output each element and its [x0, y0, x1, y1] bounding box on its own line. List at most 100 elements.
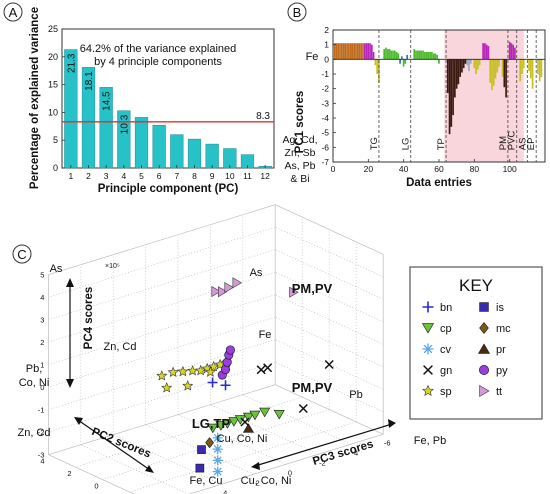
point-gn-40-shape [298, 403, 308, 414]
legend-marker-py [479, 365, 489, 375]
point-tt-1 [217, 286, 228, 298]
x-tick-label-20: 20 [364, 164, 374, 174]
pc2-arrow-head-b [145, 465, 154, 473]
entry-bar-17 [362, 43, 364, 60]
annotation-cu-co-ni-bottom: Cu, Co, Ni [241, 475, 292, 487]
entry-bar-116 [537, 59, 539, 74]
y-tick-label--2: -2 [321, 84, 329, 94]
pc3-tick--6: -6 [384, 438, 391, 447]
point-cp-22 [207, 423, 219, 434]
legend-marker-sp [422, 384, 434, 397]
entry-bar-35 [393, 50, 396, 60]
pc3-tick--4: -4 [351, 448, 358, 457]
entry-bar-49 [418, 50, 421, 60]
grid-floor-pc3-0 [177, 414, 287, 465]
y-tick-label-25: 25 [48, 24, 58, 34]
x-tick-label-5: 5 [139, 171, 144, 181]
group-label-pm-pv-mid: PM,PV [292, 380, 333, 395]
point-cp-28 [249, 410, 261, 421]
entry-bar-93 [496, 59, 499, 73]
legend-marker-bn [422, 301, 434, 313]
entry-bar-77 [468, 59, 470, 72]
entry-bar-66 [448, 59, 451, 135]
point-cv-34 [212, 466, 223, 477]
x-tick-label-40: 40 [399, 164, 409, 174]
point-is-44-shape [197, 445, 206, 454]
grid-back-pc4-4 [48, 226, 276, 298]
point-sp-7-shape [177, 365, 189, 377]
x-tick-label-60: 60 [434, 164, 444, 174]
annotation-as-left: As [50, 263, 63, 275]
panel-a-side-note-3: As, Pb [285, 160, 316, 172]
pc4-tick--2: -2 [38, 428, 45, 437]
grid-side-pc4-4 [275, 226, 384, 278]
entry-bar-47 [415, 50, 417, 60]
grid-floor-pc3-4 [113, 434, 222, 485]
annotation-pb-co-ni-line2: Co, Ni [19, 377, 50, 389]
entry-bar-82 [476, 59, 479, 70]
entry-bar-91 [492, 59, 495, 86]
legend-marker-cv [422, 343, 434, 355]
pc4-tick--3: -3 [38, 451, 45, 460]
entry-bar-118 [540, 59, 543, 77]
entry-bar-25 [376, 59, 378, 74]
legend-label-pr: pr [496, 344, 506, 356]
entry-bar-106 [519, 59, 522, 82]
y-tick-label-10: 10 [48, 107, 58, 117]
point-cp-25 [228, 417, 240, 427]
pc2-tick-4: 4 [40, 457, 44, 466]
annotation-as-top: As [250, 267, 263, 279]
entry-bar-56 [431, 52, 433, 60]
point-sp-8 [187, 365, 199, 376]
entry-bar-38 [399, 59, 401, 64]
point-sp-5 [156, 370, 168, 381]
x-tick-label-3: 3 [104, 171, 109, 181]
entry-bar-69 [454, 59, 456, 98]
box-floor-edge-3 [48, 384, 276, 456]
panel-c-pc4-axis-label: PC4 scores [83, 287, 95, 350]
legend-label-mc: mc [496, 323, 511, 335]
pc3-tick-0: 0 [288, 468, 292, 477]
entry-bar-108 [522, 59, 525, 69]
pc3-tick-2: 2 [256, 478, 260, 487]
divider-label-TP: TP [436, 138, 447, 150]
entry-bar-34 [392, 50, 394, 60]
point-tt-2-shape [224, 281, 234, 294]
pc4-tick-3: 3 [40, 316, 44, 325]
entry-bar-19 [365, 43, 368, 60]
point-gn-39-shape [324, 359, 334, 370]
entry-bar-29 [383, 49, 386, 60]
entry-bar-37 [397, 53, 400, 60]
legend-label-tt: tt [496, 386, 502, 398]
entry-bar-92 [494, 59, 497, 79]
bar-pc-8 [187, 138, 202, 169]
legend-marker-gn-shape [423, 365, 433, 375]
entry-bar-48 [416, 50, 419, 60]
point-bn-35 [207, 377, 218, 388]
point-tt-4 [289, 286, 299, 298]
bar-pc-9 [205, 143, 219, 169]
pc4-arrow-up-head [66, 278, 74, 287]
point-bn-36-shape [220, 380, 231, 391]
pc3-arrow-head-a [251, 462, 260, 470]
pc3-arrow-head-b [388, 419, 396, 428]
point-cp-23-shape [215, 421, 227, 431]
panel-b-label: B [293, 5, 302, 20]
data-label-pc-2: 18.1 [84, 71, 95, 91]
entry-bar-15 [358, 43, 361, 60]
legend-marker-cp [421, 323, 435, 334]
entry-bar-8 [346, 43, 348, 60]
point-sp-14 [161, 382, 173, 393]
grid-back-pc4-1 [48, 294, 276, 366]
entry-bar-50 [420, 50, 423, 60]
entry-bar-85 [482, 43, 484, 60]
entry-bar-76 [466, 59, 469, 66]
divider-label-LG: LG [401, 138, 412, 151]
point-gn-40 [298, 403, 308, 414]
box-top-edge-1 [48, 204, 276, 276]
y-tick-label--3: -3 [321, 98, 329, 108]
box-floor-edge-4 [48, 454, 135, 494]
entry-bar-98 [505, 59, 507, 98]
